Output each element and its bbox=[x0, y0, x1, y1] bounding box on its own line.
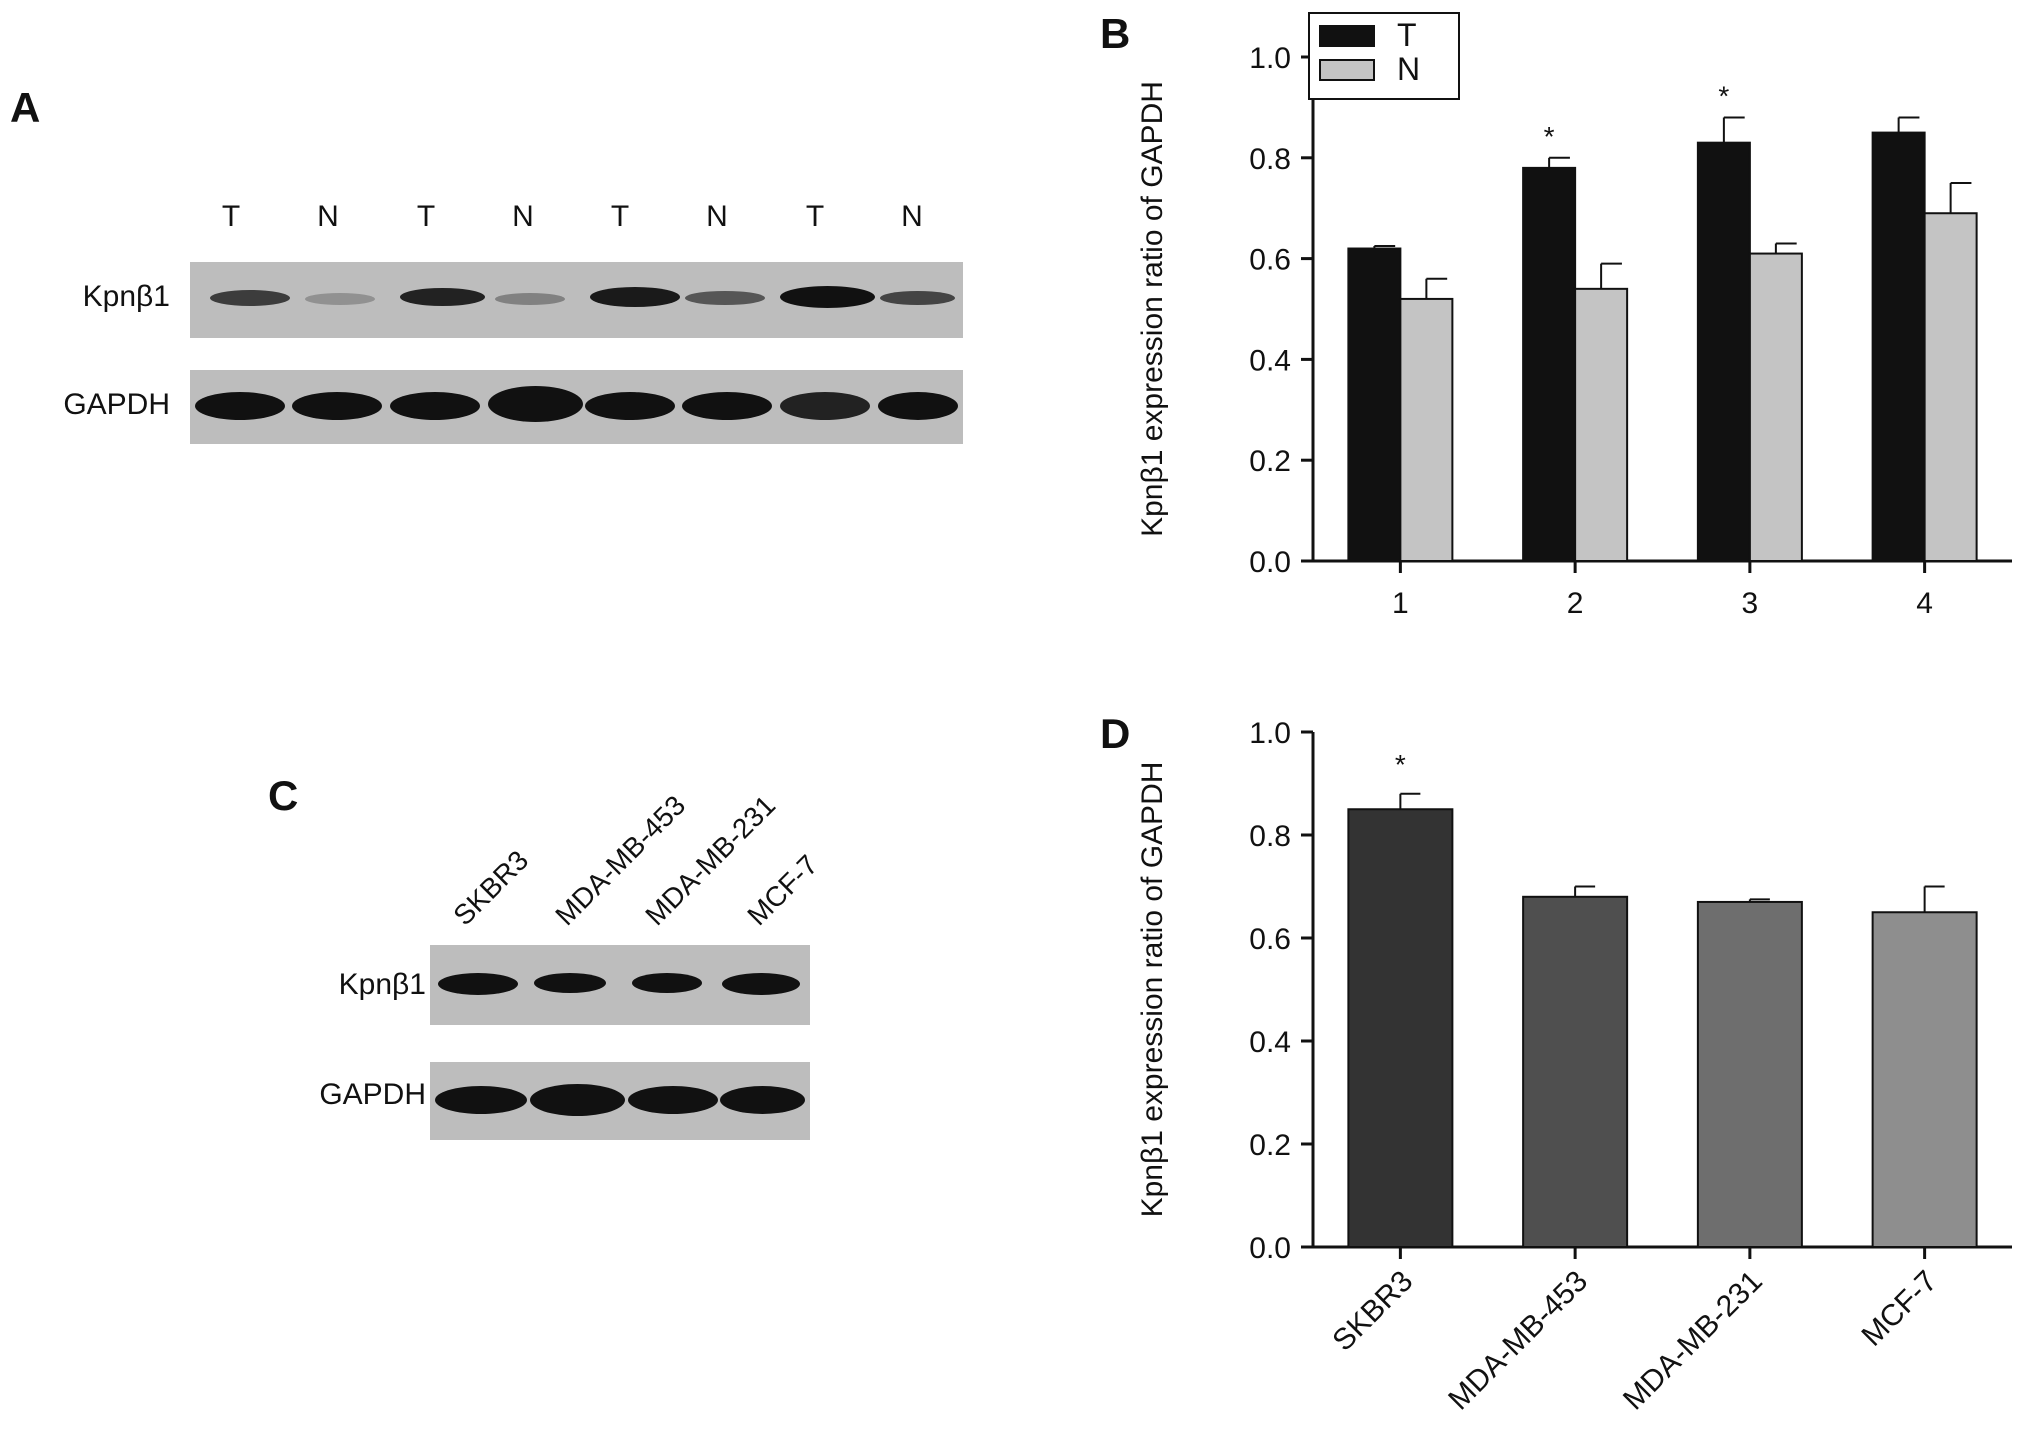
chart-d-bar bbox=[1871, 911, 1978, 1248]
blot-band bbox=[534, 973, 606, 993]
chart-b-y-tick-label: 0.4 bbox=[1249, 344, 1291, 377]
chart-b-y-axis-label: Kpnβ1 expression ratio of GAPDH bbox=[1136, 81, 1169, 537]
lane-label: T bbox=[805, 200, 825, 233]
cell-line-label: SKBR3 bbox=[447, 844, 535, 932]
panel-letter-b: B bbox=[1100, 10, 1131, 57]
lane-label: T bbox=[610, 200, 630, 233]
chart-d-y-tick-label: 0.8 bbox=[1249, 820, 1291, 853]
blot-band bbox=[880, 291, 955, 305]
chart-b-bar-n bbox=[1923, 212, 1978, 563]
chart-d-y-tick-label: 0.0 bbox=[1249, 1232, 1291, 1265]
chart-d-y-tick-label: 0.2 bbox=[1249, 1129, 1291, 1162]
blot-band bbox=[720, 1086, 805, 1114]
blot-band bbox=[878, 392, 958, 420]
blot-band bbox=[488, 386, 583, 422]
blot-band bbox=[195, 392, 285, 420]
chart-b-significance-mark: * bbox=[1544, 121, 1555, 152]
chart-d-x-tick-label: SKBR3 bbox=[1326, 1265, 1419, 1358]
chart-b-y-tick-label: 0.0 bbox=[1249, 546, 1291, 579]
chart-b-x-tick-label: 4 bbox=[1916, 587, 1933, 620]
chart-d-x-tick-label: MCF-7 bbox=[1855, 1265, 1943, 1353]
lane-label: T bbox=[416, 200, 436, 233]
blot-band bbox=[628, 1086, 718, 1114]
blot-band bbox=[590, 287, 680, 307]
chart-d-y-tick-label: 0.6 bbox=[1249, 923, 1291, 956]
lane-label: T bbox=[221, 200, 241, 233]
chart-b-bar-t bbox=[1696, 141, 1751, 562]
blot-band bbox=[210, 290, 290, 306]
chart-b-y-tick-label: 0.8 bbox=[1249, 143, 1291, 176]
cell-line-label: MCF-7 bbox=[741, 848, 824, 932]
blot-band bbox=[400, 288, 485, 306]
blot-row-label-kpnb1: Kpnβ1 bbox=[82, 280, 170, 313]
lane-label: N bbox=[317, 200, 339, 233]
chart-b-legend bbox=[1308, 12, 1460, 100]
chart-b-legend-swatch bbox=[1319, 59, 1375, 81]
chart-b-x-tick-label: 1 bbox=[1392, 587, 1409, 620]
blot-band bbox=[585, 392, 675, 420]
blot-band bbox=[682, 392, 772, 420]
blot-row-label-gapdh: GAPDH bbox=[319, 1078, 426, 1111]
blot-row-label-kpnb1: Kpnβ1 bbox=[338, 968, 426, 1001]
chart-b-x-tick-label: 2 bbox=[1567, 587, 1584, 620]
blot-band bbox=[632, 973, 702, 993]
chart-b-y-tick-label: 0.2 bbox=[1249, 445, 1291, 478]
chart-d-bar bbox=[1347, 808, 1454, 1248]
lane-label: N bbox=[901, 200, 923, 233]
blot-band bbox=[780, 392, 870, 420]
blot-strip-gapdh bbox=[430, 1062, 810, 1140]
chart-b-legend-label: N bbox=[1397, 51, 1420, 87]
panel-letter-d: D bbox=[1100, 710, 1131, 757]
panel-letter-a: A bbox=[10, 84, 41, 131]
chart-b-y-tick-label: 1.0 bbox=[1249, 42, 1291, 75]
blot-strip-gapdh bbox=[190, 370, 963, 444]
chart-b-x-tick-label: 3 bbox=[1742, 587, 1759, 620]
chart-b-bar-n bbox=[1574, 287, 1629, 562]
chart-d-y-tick-label: 1.0 bbox=[1249, 717, 1291, 750]
blot-row-label-gapdh: GAPDH bbox=[63, 388, 170, 421]
chart-d-y-axis-label: Kpnβ1 expression ratio of GAPDH bbox=[1136, 762, 1169, 1218]
lane-label: N bbox=[512, 200, 534, 233]
chart-b-legend-swatch bbox=[1319, 25, 1375, 47]
panel-letter-c: C bbox=[268, 772, 299, 819]
chart-b-bar-n bbox=[1399, 297, 1454, 562]
chart-b-legend-label: T bbox=[1397, 17, 1417, 53]
chart-d-y-tick-label: 0.4 bbox=[1249, 1026, 1291, 1059]
blot-band bbox=[438, 973, 518, 995]
blot-band bbox=[780, 286, 875, 308]
chart-b-bar-t bbox=[1347, 247, 1402, 563]
chart-b-significance-mark: * bbox=[1718, 80, 1729, 111]
blot-band bbox=[530, 1084, 625, 1116]
blot-band bbox=[495, 293, 565, 305]
blot-band bbox=[390, 392, 480, 420]
blot-band bbox=[305, 293, 375, 305]
chart-d-bar bbox=[1696, 900, 1803, 1248]
blot-strip-kpnb1 bbox=[430, 945, 810, 1025]
chart-b-bar-t bbox=[1871, 131, 1926, 562]
chart-b-y-tick-label: 0.6 bbox=[1249, 244, 1291, 277]
chart-d-bar bbox=[1522, 895, 1629, 1248]
blot-band bbox=[435, 1086, 527, 1114]
blot-strip-kpnb1 bbox=[190, 262, 963, 338]
chart-b-bar-n bbox=[1748, 252, 1803, 562]
chart-b-bar-t bbox=[1522, 166, 1577, 562]
lane-label: N bbox=[706, 200, 728, 233]
blot-band bbox=[685, 291, 765, 305]
blot-band bbox=[292, 392, 382, 420]
chart-d-x-tick-label: MDA-MB-453 bbox=[1442, 1265, 1594, 1417]
chart-d-significance-mark: * bbox=[1395, 749, 1406, 780]
blot-band bbox=[722, 973, 800, 995]
chart-d-x-tick-label: MDA-MB-231 bbox=[1617, 1265, 1769, 1417]
